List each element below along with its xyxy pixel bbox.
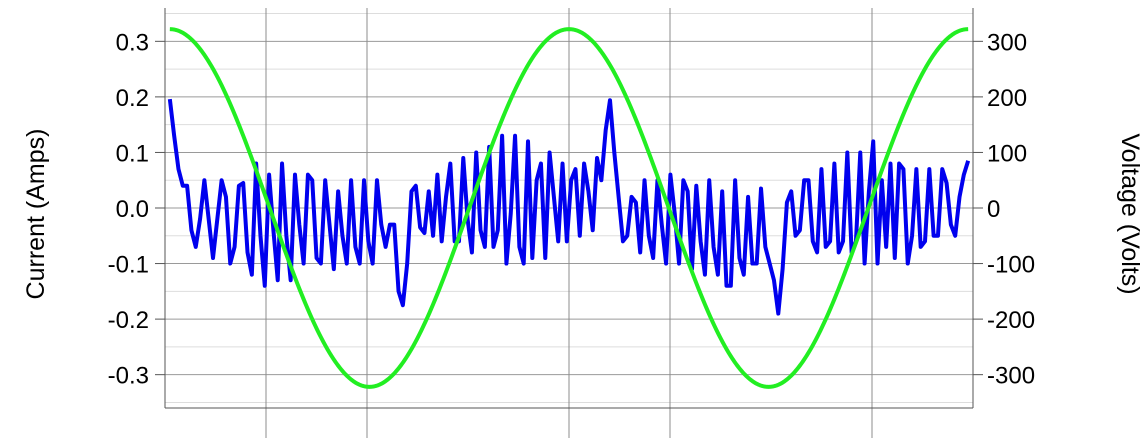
left-tick-label: 0.2 (116, 85, 149, 112)
left-tick-label: -0.1 (108, 252, 149, 279)
left-tick-label: -0.2 (108, 307, 149, 334)
left-tick-label: 0.3 (116, 29, 149, 56)
right-axis-title: Voltage (Volts) (1116, 133, 1144, 294)
current-series-line (167, 98, 971, 316)
plot-frame (155, 8, 983, 409)
left-tick-label: 0.0 (116, 196, 149, 223)
plot-series (167, 27, 971, 389)
left-axis-tick-labels: 0.3 0.2 0.1 0.0 -0.1 -0.2 -0.3 (108, 29, 149, 389)
right-tick-label: 300 (987, 29, 1027, 56)
right-axis-tick-labels: 300 200 100 0 -100 -200 -300 (987, 29, 1035, 389)
right-tick-label: 200 (987, 85, 1027, 112)
voltage-series-line (169, 27, 969, 389)
right-tick-label: -100 (987, 252, 1035, 279)
right-tick-label: 100 (987, 140, 1027, 167)
left-tick-label: 0.1 (116, 140, 149, 167)
left-axis-title: Current (Amps) (22, 129, 50, 300)
right-tick-label: -300 (987, 363, 1035, 390)
left-tick-label: -0.3 (108, 363, 149, 390)
right-tick-label: -200 (987, 307, 1035, 334)
right-tick-label: 0 (987, 196, 1000, 223)
